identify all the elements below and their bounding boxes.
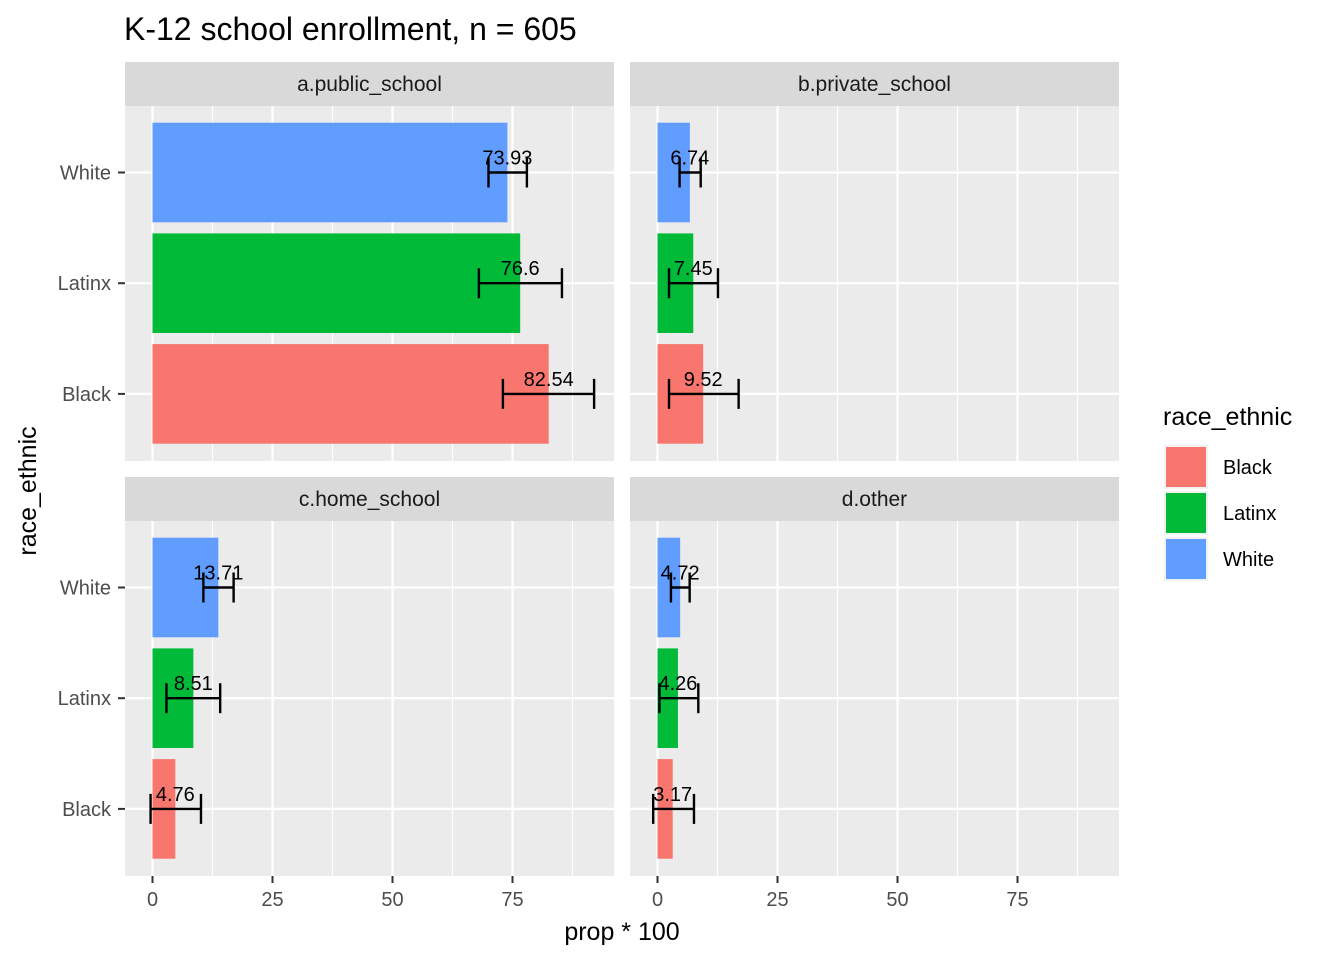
bar-value-label: 4.72 bbox=[661, 563, 700, 585]
x-tick-label: 50 bbox=[886, 889, 908, 911]
bar-value-label: 4.26 bbox=[658, 673, 697, 695]
x-tick-label: 50 bbox=[381, 889, 403, 911]
legend-label: Latinx bbox=[1223, 503, 1276, 525]
facet-strip-label: c.home_school bbox=[299, 488, 440, 511]
facet-strip-label: a.public_school bbox=[297, 73, 442, 96]
bar-value-label: 8.51 bbox=[174, 673, 213, 695]
error-bar bbox=[667, 378, 740, 409]
x-tick-label: 75 bbox=[501, 889, 523, 911]
bar-value-label: 4.76 bbox=[156, 784, 195, 806]
error-bar bbox=[678, 157, 702, 188]
facet-panel: a.public_school 73.93 76.6 82.54 White Latinx… bbox=[58, 62, 614, 461]
legend-title: race_ethnic bbox=[1163, 403, 1292, 431]
bar-value-label: 13.71 bbox=[193, 563, 243, 585]
x-tick-label: 0 bbox=[147, 889, 158, 911]
facet-panels: a.public_school 73.93 76.6 82.54 White Latinx… bbox=[58, 62, 1119, 911]
facet-strip bbox=[125, 62, 614, 106]
x-tick-label: 25 bbox=[261, 889, 283, 911]
x-tick-label: 75 bbox=[1006, 889, 1028, 911]
facet-strip-label: d.other bbox=[842, 488, 907, 511]
x-tick-label: 25 bbox=[766, 889, 788, 911]
facet-panel: b.private_school 6.74 7.45 9.52 bbox=[630, 62, 1119, 461]
facet-strip bbox=[630, 62, 1119, 106]
facet-panel: d.other 4.72 4.26 3.17 0 25 50 75 bbox=[630, 477, 1119, 911]
legend-label: Black bbox=[1223, 457, 1273, 479]
bar-value-label: 7.45 bbox=[674, 258, 713, 280]
error-bar bbox=[669, 572, 691, 603]
x-axis-title: prop * 100 bbox=[564, 918, 679, 946]
bar bbox=[657, 537, 681, 638]
error-bar bbox=[667, 268, 720, 299]
error-bar bbox=[165, 683, 222, 714]
error-bar bbox=[658, 683, 700, 714]
legend-swatch bbox=[1166, 493, 1206, 533]
bar bbox=[152, 233, 521, 333]
y-tick-label: Latinx bbox=[58, 273, 111, 295]
y-tick-label: Black bbox=[62, 384, 112, 406]
error-bar bbox=[501, 378, 596, 409]
y-axis-title: race_ethnic bbox=[14, 426, 42, 555]
facet-strip bbox=[630, 477, 1119, 521]
error-bar bbox=[651, 793, 696, 824]
bar-value-label: 3.17 bbox=[653, 784, 692, 806]
bar bbox=[152, 344, 549, 444]
legend: race_ethnic Black Latinx White bbox=[1163, 403, 1292, 581]
x-tick-label: 0 bbox=[652, 889, 663, 911]
bar-value-label: 76.6 bbox=[501, 258, 540, 280]
legend-label: White bbox=[1223, 549, 1274, 571]
facet-strip-label: b.private_school bbox=[798, 73, 951, 96]
error-bar bbox=[149, 793, 203, 824]
y-tick-label: Black bbox=[62, 799, 112, 821]
y-tick-label: White bbox=[60, 163, 111, 185]
error-bar bbox=[477, 268, 564, 299]
y-tick-label: Latinx bbox=[58, 688, 111, 710]
bar-value-label: 73.93 bbox=[482, 148, 532, 170]
chart-title: K-12 school enrollment, n = 605 bbox=[124, 11, 577, 47]
facet-panel: c.home_school 13.71 8.51 4.76 White Latinx Bla… bbox=[58, 477, 614, 911]
error-bar bbox=[202, 572, 235, 603]
bar-value-label: 9.52 bbox=[684, 369, 723, 391]
bar-value-label: 82.54 bbox=[524, 369, 574, 391]
legend-swatch bbox=[1166, 539, 1206, 579]
bar bbox=[152, 122, 508, 223]
error-bar bbox=[487, 157, 529, 188]
facet-strip bbox=[125, 477, 614, 521]
bar-value-label: 6.74 bbox=[670, 148, 709, 170]
legend-swatch bbox=[1166, 447, 1206, 487]
y-tick-label: White bbox=[60, 578, 111, 600]
